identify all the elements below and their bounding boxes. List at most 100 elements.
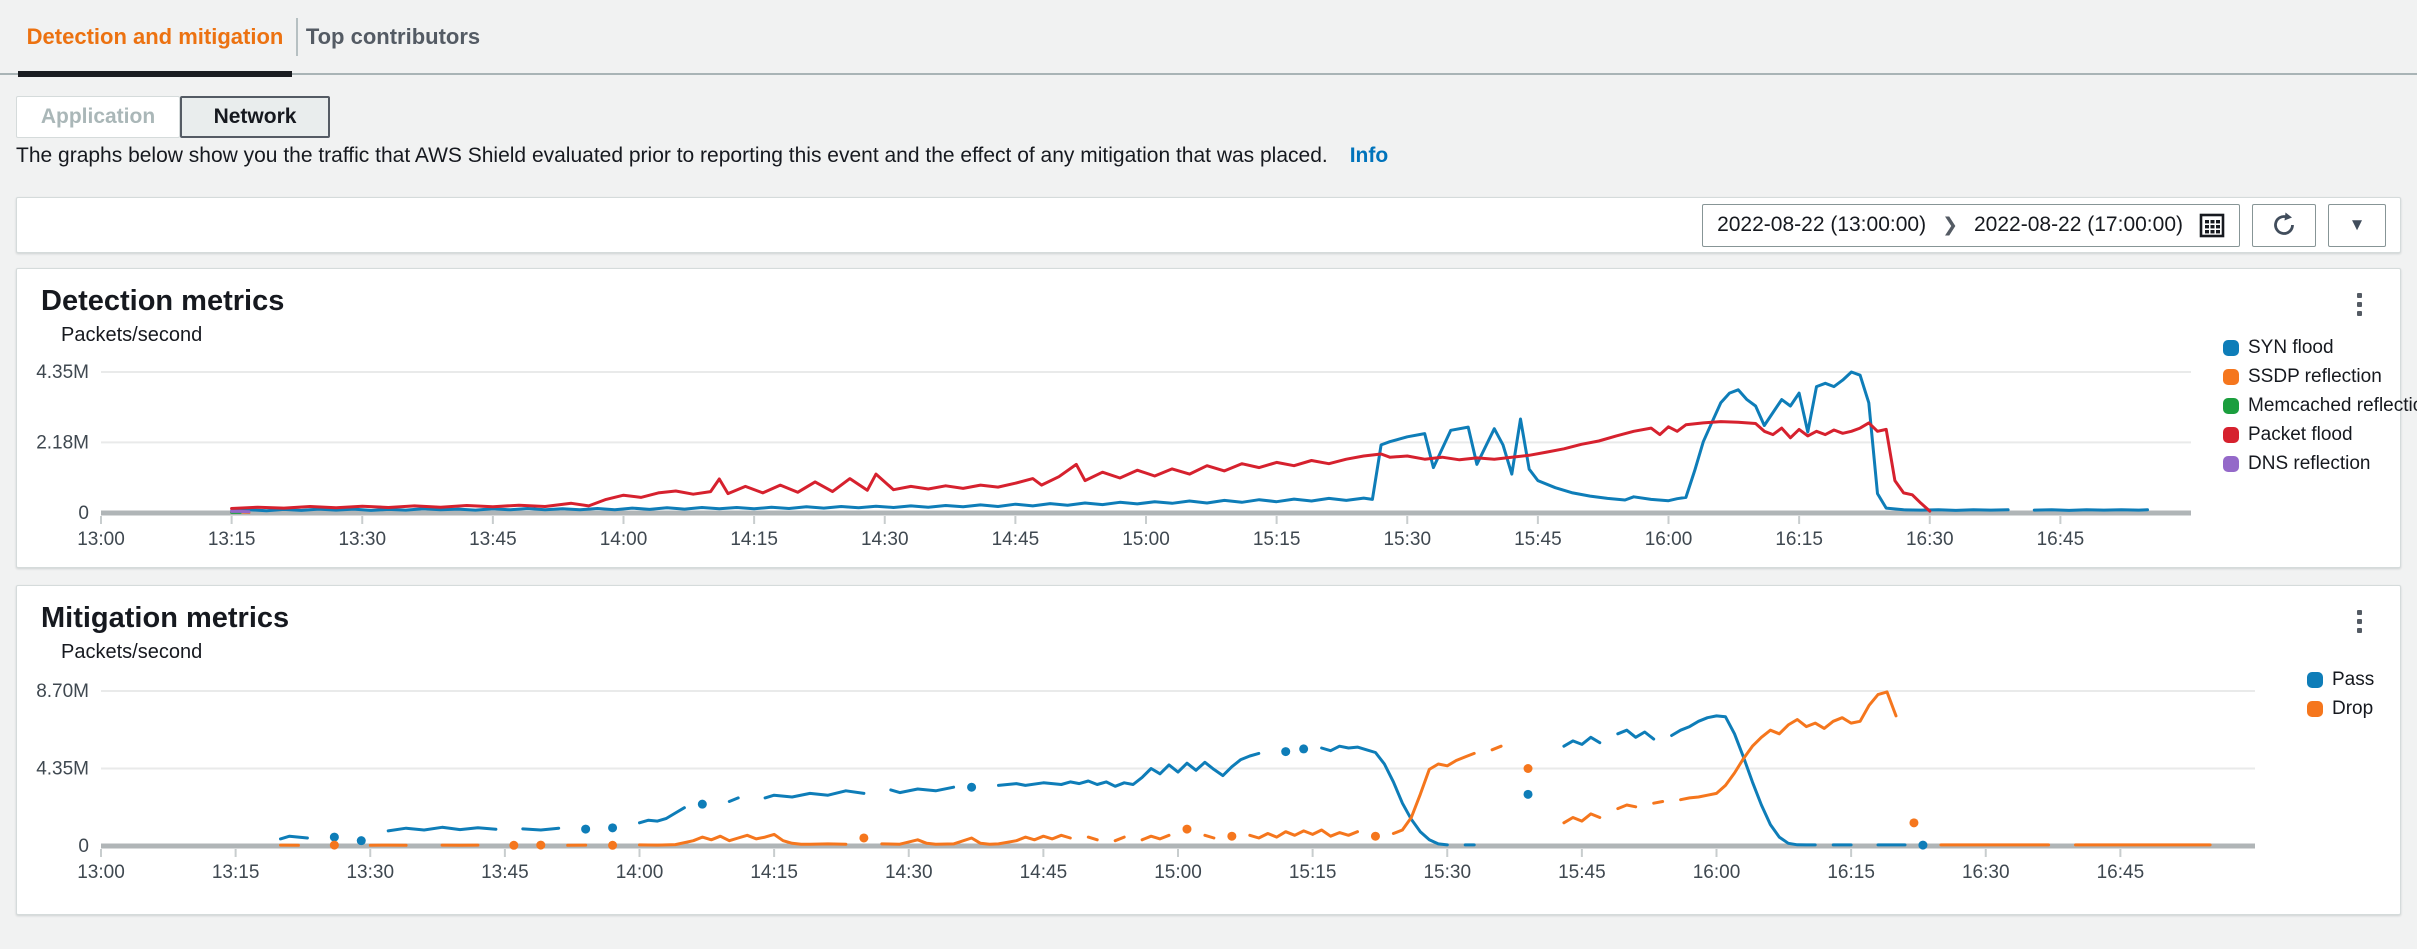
x-tick-label: 13:00 xyxy=(77,529,125,550)
calendar-icon xyxy=(2199,212,2225,238)
series-line-Drop xyxy=(1140,833,1171,842)
x-tick-label: 14:30 xyxy=(885,862,933,883)
series-point-Pass xyxy=(1918,840,1928,850)
series-point-Drop xyxy=(1370,831,1380,841)
series-point-Drop xyxy=(1227,831,1237,841)
x-tick-label: 15:45 xyxy=(1558,862,1606,883)
legend-label: SYN flood xyxy=(2248,336,2334,358)
x-tick-label: 14:00 xyxy=(600,529,648,550)
series-point-Drop xyxy=(1523,764,1533,773)
legend-swatch xyxy=(2223,455,2239,472)
series-line-Pass xyxy=(1320,744,1449,847)
detection-chart: 0 2.18M 4.35M 13:00 13:15 13:30 13:45 14:00 14:1… xyxy=(36,362,2191,550)
legend-swatch xyxy=(2223,339,2239,356)
series-line-Pass xyxy=(1616,728,1656,741)
date-range-end: 2022-08-22 (17:00:00) xyxy=(1974,213,2183,236)
legend-label: Packet flood xyxy=(2248,423,2353,445)
kebab-menu-icon[interactable] xyxy=(2342,287,2376,321)
x-tick-label: 16:30 xyxy=(1962,862,2010,883)
x-tick-label: 14:45 xyxy=(1020,862,1068,883)
x-tick-label: 14:15 xyxy=(750,862,798,883)
detection-legend: SYN flood SSDP reflection Memcached reflec… xyxy=(2223,337,2417,474)
series-line-Drop xyxy=(1490,744,1503,752)
legend-item-SSDP reflection[interactable]: SSDP reflection xyxy=(2223,366,2417,387)
x-tick-label: 15:00 xyxy=(1154,862,1202,883)
series-point-Drop xyxy=(509,840,519,850)
active-tab-underline xyxy=(18,71,292,77)
legend-item-SYN flood[interactable]: SYN flood xyxy=(2223,337,2417,358)
series-line-Pass xyxy=(638,806,686,825)
tab-separator xyxy=(296,18,298,56)
date-range-picker[interactable]: 2022-08-22 (13:00:00) ❯ 2022-08-22 (17:0… xyxy=(1702,203,2240,247)
legend-item-Drop[interactable]: Drop xyxy=(2307,698,2374,719)
y-tick-label: 0 xyxy=(78,836,89,857)
tab-detection-and-mitigation[interactable]: Detection and mitigation xyxy=(18,0,292,77)
legend-item-Pass[interactable]: Pass xyxy=(2307,669,2374,690)
series-point-Pass xyxy=(1281,747,1291,757)
legend-item-DNS reflection[interactable]: DNS reflection xyxy=(2223,453,2417,474)
info-link[interactable]: Info xyxy=(1349,144,1389,167)
series-point-Pass xyxy=(967,782,977,792)
series-line-Drop xyxy=(1086,835,1099,842)
x-tick-label: 13:00 xyxy=(77,862,125,883)
toggle-application-label: Application xyxy=(40,105,156,128)
legend-label: Pass xyxy=(2332,668,2375,690)
kebab-menu-icon[interactable] xyxy=(2342,604,2376,638)
legend-swatch xyxy=(2223,368,2239,385)
date-range-start: 2022-08-22 (13:00:00) xyxy=(1717,213,1927,236)
x-tick-label: 15:00 xyxy=(1122,529,1170,550)
chevron-right-icon: ❯ xyxy=(1942,214,1958,236)
legend-swatch xyxy=(2223,426,2239,443)
x-tick-label: 13:45 xyxy=(481,862,529,883)
mitigation-y-axis-label: Packets/second xyxy=(61,641,203,663)
legend-item-Packet flood[interactable]: Packet flood xyxy=(2223,424,2417,445)
legend-label: DNS reflection xyxy=(2248,452,2371,474)
series-line-SYN flood xyxy=(230,370,2010,513)
series-line-Pass xyxy=(279,834,309,841)
mitigation-chart: 0 4.35M 8.70M 13:00 13:15 13:30 13:45 14:00 14:1… xyxy=(36,681,2255,883)
x-tick-label: 13:30 xyxy=(346,862,394,883)
tab-bar-divider xyxy=(0,73,2417,75)
series-point-Pass xyxy=(1299,744,1309,754)
series-line-Drop xyxy=(1113,835,1126,843)
toggle-network-button[interactable]: Network xyxy=(180,96,330,138)
legend-swatch xyxy=(2307,671,2323,688)
x-tick-label: 15:45 xyxy=(1514,529,1562,550)
toggle-network-label: Network xyxy=(213,105,297,128)
series-line-Drop xyxy=(880,833,1072,846)
refresh-button[interactable] xyxy=(2252,203,2316,247)
legend-label: Memcached reflection xyxy=(2248,394,2417,416)
series-line-Pass xyxy=(997,751,1261,788)
description-body: The graphs below show you the traffic th… xyxy=(16,144,1328,167)
detection-metrics-title: Detection metrics xyxy=(41,285,285,317)
x-tick-label: 16:15 xyxy=(1775,529,1823,550)
x-tick-label: 13:15 xyxy=(212,862,260,883)
series-point-Drop xyxy=(329,840,339,850)
mitigation-legend: Pass Drop xyxy=(2307,669,2374,719)
y-tick-label: 4.35M xyxy=(36,759,89,780)
series-line-Drop xyxy=(1616,803,1638,811)
series-point-Pass xyxy=(697,799,707,809)
detection-metrics-panel: Detection metrics Packets/second 0 2.18M 4… xyxy=(16,268,2417,568)
legend-swatch xyxy=(2223,397,2239,414)
series-line-Pass xyxy=(763,789,866,800)
toggle-application-button[interactable]: Application xyxy=(16,96,180,138)
tab-top-contributors-label: Top contributors xyxy=(305,23,481,49)
series-line-Pass xyxy=(521,826,561,832)
y-tick-label: 4.35M xyxy=(36,362,89,383)
legend-item-Memcached reflection[interactable]: Memcached reflection xyxy=(2223,395,2417,416)
time-range-dropdown-button[interactable]: ▼ xyxy=(2328,203,2386,247)
y-tick-label: 8.70M xyxy=(36,681,89,702)
tab-top-contributors[interactable]: Top contributors xyxy=(298,0,488,73)
series-line-Pass xyxy=(889,785,956,795)
description-text: The graphs below show you the traffic th… xyxy=(16,144,1388,168)
x-tick-label: 14:00 xyxy=(616,862,664,883)
mitigation-metrics-panel: Mitigation metrics Packets/second 0 4.35M… xyxy=(16,585,2401,915)
x-tick-label: 14:30 xyxy=(861,529,909,550)
series-point-Pass xyxy=(1523,789,1533,799)
time-range-toolbar: 2022-08-22 (13:00:00) ❯ 2022-08-22 (17:0… xyxy=(16,197,2401,253)
refresh-icon xyxy=(2270,211,2298,239)
series-point-Pass xyxy=(581,824,591,834)
x-tick-label: 16:30 xyxy=(1906,529,1954,550)
series-line-Pass xyxy=(727,796,740,803)
